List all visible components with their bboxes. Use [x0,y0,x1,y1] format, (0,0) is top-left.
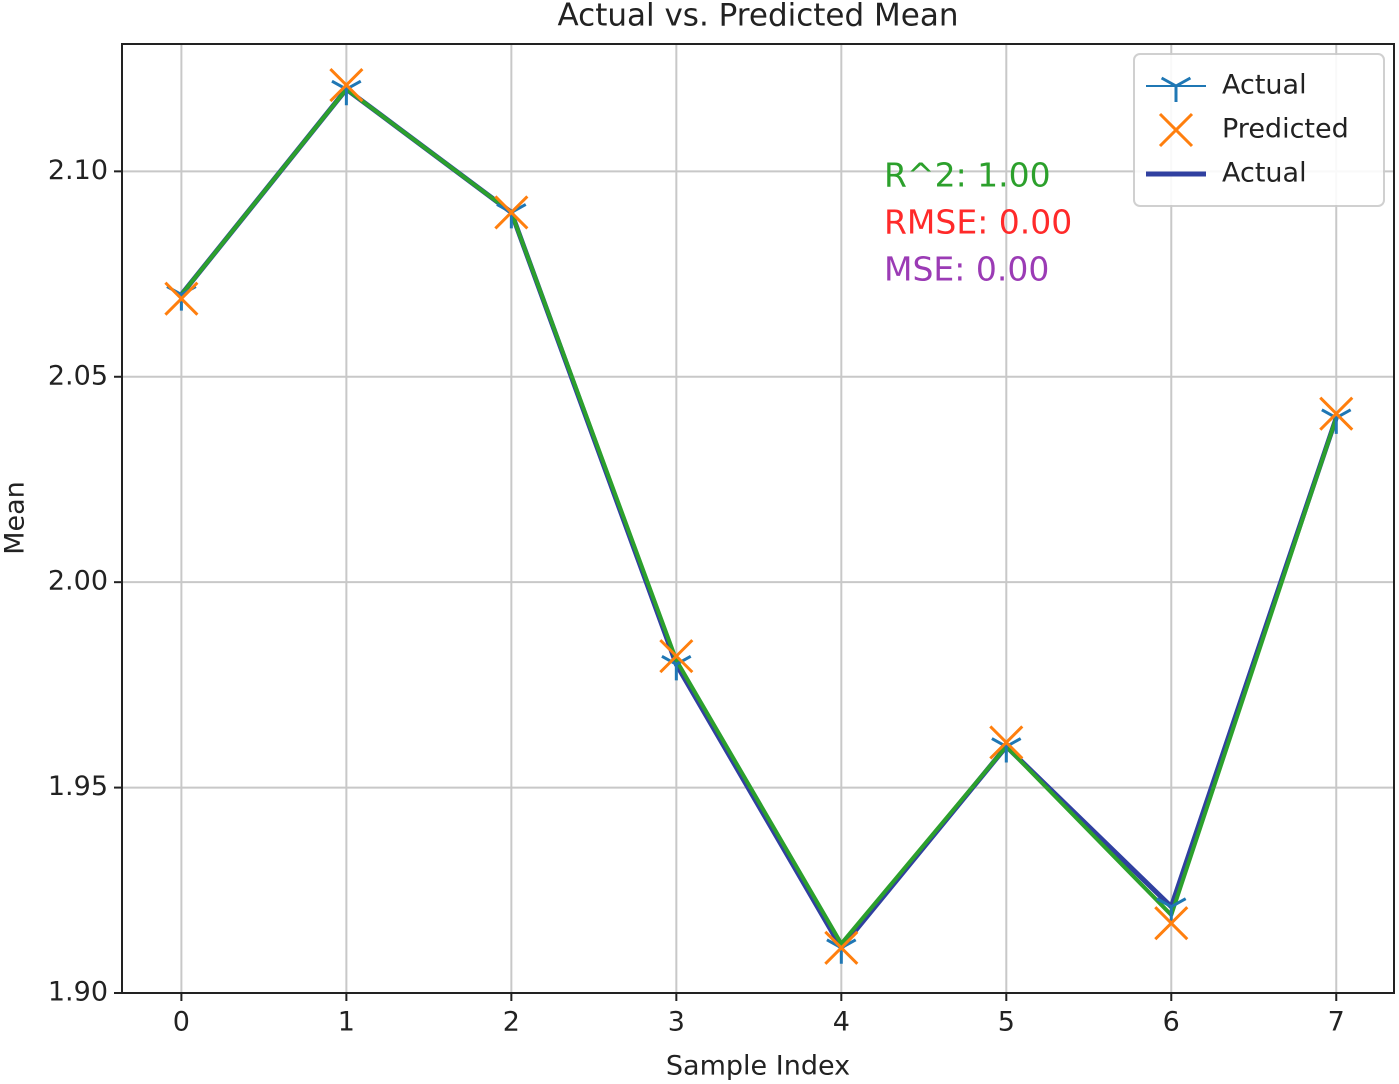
legend-label: Actual [1222,70,1307,101]
annotation: MSE: 0.00 [884,250,1049,289]
plot-frame [121,43,1395,994]
x-tick-label: 0 [173,1007,190,1038]
series-line [179,87,1339,946]
marker [1160,76,1192,102]
y-tick-label: 1.95 [48,771,108,802]
x-tick-label: 3 [668,1007,685,1038]
x-axis-label: Sample Index [666,1051,850,1082]
marker-shape [659,639,694,674]
marker-shape [329,68,364,103]
marker-shape [1154,906,1189,941]
marker-shape [661,655,692,681]
marker [1319,396,1354,431]
chart-title: Actual vs. Predicted Mean [557,0,958,34]
x-tick-label: 4 [833,1007,850,1038]
marker [494,195,529,230]
y-axis-label: Mean [0,481,31,555]
marker-shape [1158,112,1194,148]
x-tick-label: 2 [503,1007,520,1038]
series-line [180,88,1338,949]
x-tick-label: 5 [998,1007,1015,1038]
annotation: RMSE: 0.00 [884,203,1072,242]
marker [661,655,692,681]
y-tick-label: 1.90 [48,977,108,1008]
marker [1156,897,1187,923]
marker [824,930,859,965]
marker [989,725,1024,760]
marker-shape [1319,396,1354,431]
annotation: R^2: 1.00 [884,156,1051,195]
legend-box [1133,53,1385,207]
legend-label: Actual [1222,158,1307,189]
marker [1158,112,1194,148]
x-tick-label: 7 [1328,1007,1345,1038]
marker-shape [824,930,859,965]
marker-shape [1160,76,1192,102]
series-line [179,86,1339,951]
marker-shape [989,725,1024,760]
legend-label: Predicted [1222,114,1349,145]
marker [329,68,364,103]
marker [164,281,199,316]
marker-shape [164,281,199,316]
marker-shape [494,195,529,230]
marker-shape [1156,897,1187,923]
marker [659,639,694,674]
y-tick-label: 2.10 [48,155,108,186]
x-tick-label: 1 [338,1007,355,1038]
y-tick-label: 2.05 [48,360,108,391]
y-tick-label: 2.00 [48,566,108,597]
x-tick-label: 6 [1163,1007,1180,1038]
marker [1154,906,1189,941]
